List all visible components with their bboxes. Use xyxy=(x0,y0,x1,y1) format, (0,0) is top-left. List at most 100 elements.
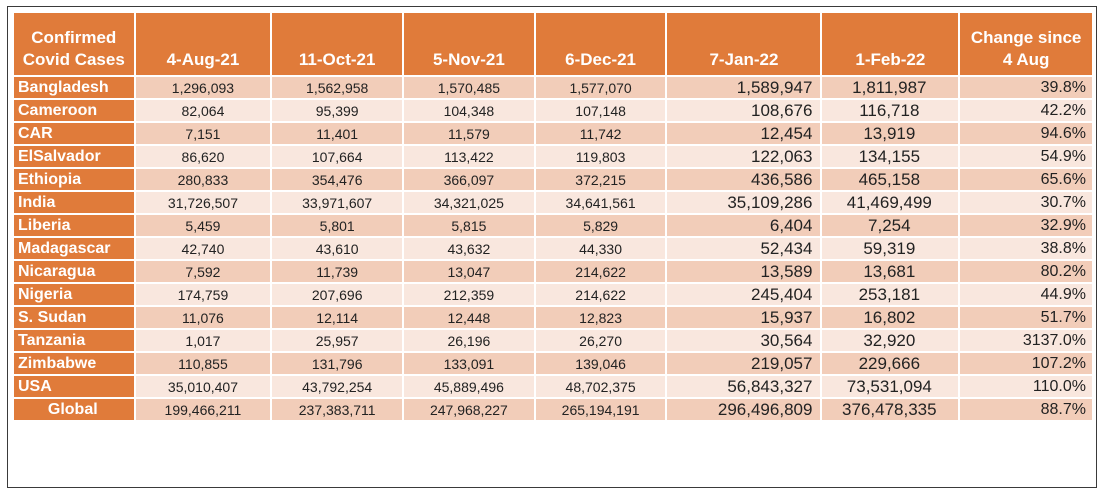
header-confirmed-covid-cases: Confirmed Covid Cases xyxy=(14,13,134,75)
country-cell: Nigeria xyxy=(14,284,134,305)
value-cell: 366,097 xyxy=(404,169,534,190)
country-cell: India xyxy=(14,192,134,213)
value-cell: 25,957 xyxy=(272,330,403,351)
table-row: Ethiopia 280,833 354,476 366,097 372,215 436,… xyxy=(14,169,1092,190)
value-cell: 376,478,335 xyxy=(822,399,959,420)
value-cell: 1,577,070 xyxy=(535,77,666,98)
value-cell: 5,459 xyxy=(135,215,271,236)
change-cell: 54.9% xyxy=(960,146,1092,167)
value-cell: 13,681 xyxy=(822,261,959,282)
change-line-2: 4 Aug xyxy=(1002,50,1050,69)
country-cell: Ethiopia xyxy=(14,169,134,190)
value-cell: 95,399 xyxy=(272,100,403,121)
table-row: Madagascar 42,740 43,610 43,632 44,330 52,434… xyxy=(14,238,1092,259)
value-cell: 12,823 xyxy=(535,307,666,328)
value-cell: 219,057 xyxy=(667,353,821,374)
value-cell: 35,010,407 xyxy=(135,376,271,397)
country-cell: Zimbabwe xyxy=(14,353,134,374)
value-cell: 119,803 xyxy=(535,146,666,167)
value-cell: 16,802 xyxy=(822,307,959,328)
value-cell: 31,726,507 xyxy=(135,192,271,213)
value-cell: 1,296,093 xyxy=(135,77,271,98)
country-cell: Bangladesh xyxy=(14,77,134,98)
value-cell: 104,348 xyxy=(404,100,534,121)
value-cell: 5,815 xyxy=(404,215,534,236)
value-cell: 13,047 xyxy=(404,261,534,282)
value-cell: 12,114 xyxy=(272,307,403,328)
table-row: Nicaragua 7,592 11,739 13,047 214,622 13,589 1… xyxy=(14,261,1092,282)
country-cell: Madagascar xyxy=(14,238,134,259)
country-cell: S. Sudan xyxy=(14,307,134,328)
value-cell: 45,889,496 xyxy=(404,376,534,397)
value-cell: 12,454 xyxy=(667,123,821,144)
value-cell: 7,592 xyxy=(135,261,271,282)
change-cell: 88.7% xyxy=(960,399,1092,420)
value-cell: 32,920 xyxy=(822,330,959,351)
value-cell: 13,589 xyxy=(667,261,821,282)
value-cell: 1,589,947 xyxy=(667,77,821,98)
change-cell: 38.8% xyxy=(960,238,1092,259)
change-cell: 94.6% xyxy=(960,123,1092,144)
value-cell: 42,740 xyxy=(135,238,271,259)
table-row: S. Sudan 11,076 12,114 12,448 12,823 15,937 16… xyxy=(14,307,1092,328)
value-cell: 43,792,254 xyxy=(272,376,403,397)
header-line-2: Covid Cases xyxy=(22,50,125,69)
change-cell: 39.8% xyxy=(960,77,1092,98)
column-header: 4-Aug-21 xyxy=(135,13,271,75)
header-change-since: Change since 4 Aug xyxy=(960,13,1092,75)
value-cell: 5,829 xyxy=(535,215,666,236)
value-cell: 1,811,987 xyxy=(822,77,959,98)
value-cell: 237,383,711 xyxy=(272,399,403,420)
column-header: 11-Oct-21 xyxy=(272,13,403,75)
column-header: 5-Nov-21 xyxy=(404,13,534,75)
change-cell: 51.7% xyxy=(960,307,1092,328)
country-cell: CAR xyxy=(14,123,134,144)
value-cell: 107,148 xyxy=(535,100,666,121)
value-cell: 56,843,327 xyxy=(667,376,821,397)
country-cell: Liberia xyxy=(14,215,134,236)
value-cell: 372,215 xyxy=(535,169,666,190)
change-cell: 3137.0% xyxy=(960,330,1092,351)
value-cell: 26,270 xyxy=(535,330,666,351)
value-cell: 30,564 xyxy=(667,330,821,351)
change-line-1: Change since xyxy=(970,28,1082,47)
change-cell: 42.2% xyxy=(960,100,1092,121)
country-cell: ElSalvador xyxy=(14,146,134,167)
table-row: Bangladesh 1,296,093 1,562,958 1,570,485 1,5… xyxy=(14,77,1092,98)
value-cell: 131,796 xyxy=(272,353,403,374)
value-cell: 59,319 xyxy=(822,238,959,259)
value-cell: 253,181 xyxy=(822,284,959,305)
value-cell: 11,739 xyxy=(272,261,403,282)
value-cell: 107,664 xyxy=(272,146,403,167)
table-body: Bangladesh 1,296,093 1,562,958 1,570,485 1,5… xyxy=(14,77,1092,420)
column-header: 7-Jan-22 xyxy=(667,13,821,75)
change-cell: 80.2% xyxy=(960,261,1092,282)
change-cell: 44.9% xyxy=(960,284,1092,305)
value-cell: 247,968,227 xyxy=(404,399,534,420)
value-cell: 133,091 xyxy=(404,353,534,374)
value-cell: 11,742 xyxy=(535,123,666,144)
value-cell: 34,641,561 xyxy=(535,192,666,213)
value-cell: 214,622 xyxy=(535,284,666,305)
value-cell: 41,469,499 xyxy=(822,192,959,213)
table-row: CAR 7,151 11,401 11,579 11,742 12,454 13,919 94… xyxy=(14,123,1092,144)
value-cell: 13,919 xyxy=(822,123,959,144)
value-cell: 465,158 xyxy=(822,169,959,190)
value-cell: 52,434 xyxy=(667,238,821,259)
table-row: Liberia 5,459 5,801 5,815 5,829 6,404 7,254 32.… xyxy=(14,215,1092,236)
table-row: Zimbabwe 110,855 131,796 133,091 139,046 219,… xyxy=(14,353,1092,374)
value-cell: 280,833 xyxy=(135,169,271,190)
table-row: Nigeria 174,759 207,696 212,359 214,622 245,4… xyxy=(14,284,1092,305)
table-frame: Confirmed Covid Cases 4-Aug-21 11-Oct-21 … xyxy=(7,6,1097,488)
value-cell: 43,610 xyxy=(272,238,403,259)
change-cell: 32.9% xyxy=(960,215,1092,236)
value-cell: 108,676 xyxy=(667,100,821,121)
table-row: India 31,726,507 33,971,607 34,321,025 34,64… xyxy=(14,192,1092,213)
value-cell: 174,759 xyxy=(135,284,271,305)
value-cell: 11,579 xyxy=(404,123,534,144)
value-cell: 34,321,025 xyxy=(404,192,534,213)
header-line-1: Confirmed xyxy=(31,28,117,47)
column-header: 1-Feb-22 xyxy=(822,13,959,75)
value-cell: 229,666 xyxy=(822,353,959,374)
value-cell: 5,801 xyxy=(272,215,403,236)
